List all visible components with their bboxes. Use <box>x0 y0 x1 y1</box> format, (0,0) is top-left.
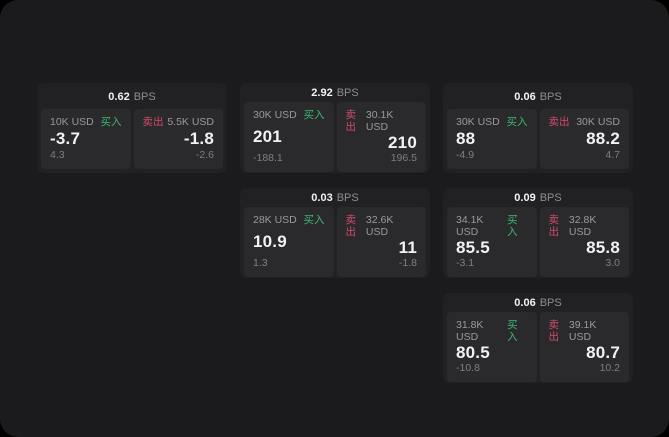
quote-card: 0.62 BPS 10K USD 买入 -3.7 4.3 卖出 5.5K USD <box>37 83 227 173</box>
buy-price: 88 <box>456 129 476 148</box>
sell-size: 32.6K USD <box>365 214 394 238</box>
buy-quote-tile[interactable]: 28K USD 买入 10.9 1.3 <box>244 207 334 277</box>
bps-value: 0.62 <box>108 90 130 103</box>
bps-value: 0.03 <box>311 192 333 204</box>
bps-header: 0.09 BPS <box>443 188 633 204</box>
sell-price: 210 <box>388 133 417 152</box>
sell-quote-tile[interactable]: 卖出 30.1K USD 210 196.5 <box>336 102 426 172</box>
quote-tiles: 30K USD 买入 88 -4.9 卖出 30K USD 88.2 4.7 <box>443 106 633 173</box>
buy-size: 28K USD <box>253 214 297 226</box>
buy-delta: 1.3 <box>253 257 268 269</box>
bps-value: 0.09 <box>514 192 536 204</box>
buy-side-label: 买入 <box>507 214 518 238</box>
buy-quote-tile[interactable]: 30K USD 买入 201 -188.1 <box>244 102 334 172</box>
bps-header: 2.92 BPS <box>240 83 430 99</box>
buy-quote-tile[interactable]: 34.1K USD 买入 85.5 -3.1 <box>447 207 537 277</box>
buy-quote-tile[interactable]: 31.8K USD 买入 80.5 -10.8 <box>447 312 537 382</box>
bps-header: 0.06 BPS <box>443 83 633 106</box>
bps-value: 0.06 <box>514 297 536 309</box>
buy-side-label: 买入 <box>506 116 528 128</box>
quote-tiles: 28K USD 买入 10.9 1.3 卖出 32.6K USD 11 -1.8 <box>240 204 430 281</box>
sell-size: 30K USD <box>576 116 620 128</box>
buy-size: 10K USD <box>50 116 94 128</box>
sell-price: 11 <box>398 238 417 257</box>
sell-side-label: 卖出 <box>548 214 560 238</box>
sell-size: 39.1K USD <box>568 319 597 343</box>
buy-price: -3.7 <box>50 129 81 148</box>
sell-price: 85.8 <box>586 238 620 257</box>
buy-size: 34.1K USD <box>456 214 484 238</box>
bps-unit: BPS <box>336 87 359 99</box>
bps-value: 0.06 <box>514 90 536 103</box>
buy-quote-tile[interactable]: 10K USD 买入 -3.7 4.3 <box>41 109 131 169</box>
buy-side-label: 买入 <box>303 214 325 226</box>
sell-price: 88.2 <box>586 129 620 148</box>
sell-delta: 4.7 <box>605 149 620 161</box>
buy-side-label: 买入 <box>507 319 518 343</box>
sell-quote-tile[interactable]: 卖出 32.8K USD 85.8 3.0 <box>539 207 629 277</box>
quote-tiles: 10K USD 买入 -3.7 4.3 卖出 5.5K USD -1.8 -2.… <box>37 106 227 173</box>
sell-side-label: 卖出 <box>548 319 560 343</box>
bps-unit: BPS <box>539 90 562 103</box>
sell-size: 5.5K USD <box>167 116 214 128</box>
bps-value: 2.92 <box>311 87 333 99</box>
quote-card: 2.92 BPS 30K USD 买入 201 -188.1 卖出 30.1K … <box>240 83 430 173</box>
quote-grid: 0.62 BPS 10K USD 买入 -3.7 4.3 卖出 5.5K USD <box>37 83 633 383</box>
buy-delta: -3.1 <box>456 257 475 269</box>
sell-delta: 10.2 <box>599 362 620 374</box>
sell-side-label: 卖出 <box>345 214 357 238</box>
buy-side-label: 买入 <box>303 109 325 121</box>
bps-unit: BPS <box>133 90 156 103</box>
sell-delta: -2.6 <box>195 149 214 161</box>
buy-delta: -4.9 <box>456 149 475 161</box>
buy-price: 201 <box>253 127 282 146</box>
bps-header: 0.06 BPS <box>443 293 633 309</box>
buy-quote-tile[interactable]: 30K USD 买入 88 -4.9 <box>447 109 537 169</box>
sell-delta: 3.0 <box>605 257 620 269</box>
buy-side-label: 买入 <box>100 116 122 128</box>
bps-unit: BPS <box>539 297 562 309</box>
sell-price: -1.8 <box>183 129 214 148</box>
buy-size: 30K USD <box>253 109 297 121</box>
bps-header: 0.62 BPS <box>37 83 227 106</box>
sell-delta: 196.5 <box>390 152 417 164</box>
bps-unit: BPS <box>539 192 562 204</box>
quote-card: 0.09 BPS 34.1K USD 买入 85.5 -3.1 卖出 32.8K… <box>443 188 633 278</box>
sell-quote-tile[interactable]: 卖出 30K USD 88.2 4.7 <box>539 109 629 169</box>
buy-delta: -188.1 <box>253 152 283 164</box>
buy-size: 31.8K USD <box>456 319 484 343</box>
buy-delta: -10.8 <box>456 362 480 374</box>
sell-price: 80.7 <box>586 343 620 362</box>
buy-price: 85.5 <box>456 238 490 257</box>
buy-size: 30K USD <box>456 116 500 128</box>
bps-header: 0.03 BPS <box>240 188 430 204</box>
bps-unit: BPS <box>336 192 359 204</box>
buy-price: 10.9 <box>253 232 287 251</box>
quote-card: 0.06 BPS 31.8K USD 买入 80.5 -10.8 卖出 39.1… <box>443 293 633 383</box>
sell-side-label: 卖出 <box>345 109 357 133</box>
sell-quote-tile[interactable]: 卖出 39.1K USD 80.7 10.2 <box>539 312 629 382</box>
sell-size: 30.1K USD <box>365 109 394 133</box>
quote-tiles: 30K USD 买入 201 -188.1 卖出 30.1K USD 210 1… <box>240 99 430 176</box>
sell-delta: -1.8 <box>398 257 417 269</box>
sell-side-label: 卖出 <box>548 116 570 128</box>
quote-card: 0.03 BPS 28K USD 买入 10.9 1.3 卖出 32.6K US… <box>240 188 430 278</box>
quote-tiles: 31.8K USD 买入 80.5 -10.8 卖出 39.1K USD 80.… <box>443 309 633 386</box>
quote-tiles: 34.1K USD 买入 85.5 -3.1 卖出 32.8K USD 85.8… <box>443 204 633 281</box>
sell-quote-tile[interactable]: 卖出 5.5K USD -1.8 -2.6 <box>133 109 223 169</box>
sell-side-label: 卖出 <box>142 116 164 128</box>
buy-price: 80.5 <box>456 343 490 362</box>
buy-delta: 4.3 <box>50 149 65 161</box>
sell-quote-tile[interactable]: 卖出 32.6K USD 11 -1.8 <box>336 207 426 277</box>
quote-card: 0.06 BPS 30K USD 买入 88 -4.9 卖出 30K USD <box>443 83 633 173</box>
sell-size: 32.8K USD <box>568 214 597 238</box>
